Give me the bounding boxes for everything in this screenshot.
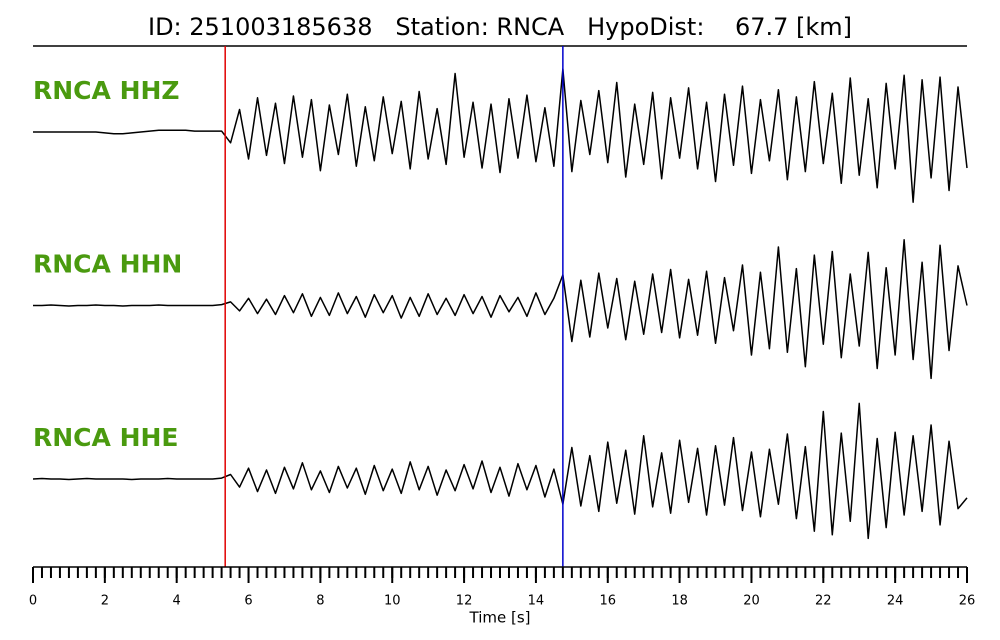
trace: [33, 239, 968, 380]
chart-title: ID: 251003185638 Station: RNCA HypoDist:…: [148, 13, 852, 41]
x-tick-label: 8: [316, 594, 324, 609]
trace: [32, 402, 968, 540]
x-tick-label: 18: [671, 594, 688, 609]
x-tick-label: 14: [528, 594, 545, 609]
x-tick-label: 26: [959, 594, 976, 609]
trace-label: RNCA HHN: [33, 250, 182, 279]
x-tick-label: 12: [456, 594, 473, 609]
trace: [33, 68, 968, 203]
x-tick-label: 16: [599, 594, 616, 609]
x-tick-label: 6: [244, 594, 252, 609]
x-tick-label: 10: [384, 594, 401, 609]
x-axis-label: Time [s]: [469, 609, 531, 627]
x-tick-label: 0: [29, 594, 37, 609]
x-tick-label: 20: [743, 594, 760, 609]
trace-label: RNCA HHZ: [33, 76, 180, 105]
x-tick-label: 24: [887, 594, 904, 609]
x-tick-label: 22: [815, 594, 832, 609]
x-tick-label: 2: [101, 594, 109, 609]
x-tick-label: 4: [173, 594, 181, 609]
trace-label: RNCA HHE: [33, 423, 179, 452]
